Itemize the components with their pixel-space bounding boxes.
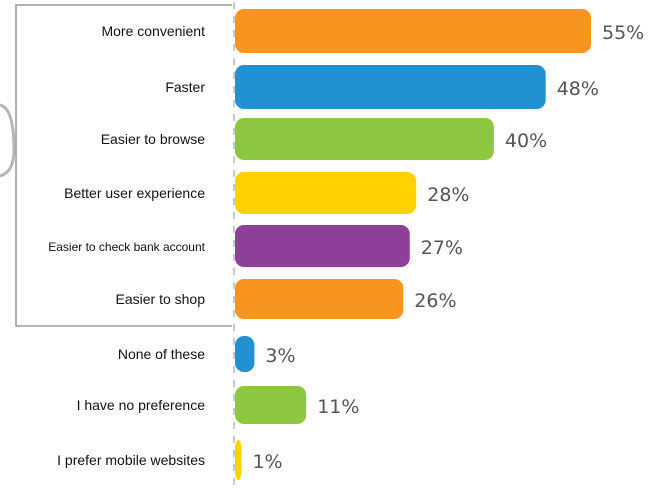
category-label: Faster [165, 79, 205, 95]
value-label: 11% [317, 396, 359, 418]
category-label: Easier to shop [116, 291, 206, 307]
bar-i-have-no-preference [235, 386, 307, 424]
bar-faster [235, 65, 546, 109]
value-label: 3% [265, 345, 295, 367]
bars [235, 9, 591, 480]
value-labels: 55% 48% 40% 28% 27% 26% 3% 11% 1% [252, 22, 644, 473]
bar-none-of-these [235, 336, 255, 372]
category-label: Easier to browse [101, 131, 205, 147]
value-label: 26% [414, 290, 456, 312]
bar-more-convenient [235, 9, 591, 53]
group-bracket [0, 4, 232, 327]
category-label: None of these [118, 346, 205, 362]
bar-better-user-experience [235, 172, 417, 214]
value-label: 1% [252, 451, 282, 473]
bracket-tab [0, 103, 16, 178]
value-label: 48% [557, 78, 599, 100]
bar-i-prefer-mobile-websites [235, 440, 242, 480]
category-label: I prefer mobile websites [57, 452, 205, 468]
category-label: Easier to check bank account [48, 240, 205, 254]
category-label: More convenient [101, 23, 205, 39]
value-label: 28% [427, 184, 469, 206]
category-labels: More convenient Faster Easier to browse Bet… [48, 23, 205, 468]
value-label: 55% [602, 22, 644, 44]
bar-easier-to-shop [235, 279, 404, 319]
bracket-line [15, 4, 232, 327]
bar-easier-to-browse [235, 118, 494, 160]
category-label: Better user experience [64, 185, 205, 201]
bar-easier-to-check-bank-account [235, 225, 410, 267]
value-label: 27% [421, 237, 463, 259]
value-label: 40% [505, 130, 547, 152]
category-label: I have no preference [77, 397, 206, 413]
